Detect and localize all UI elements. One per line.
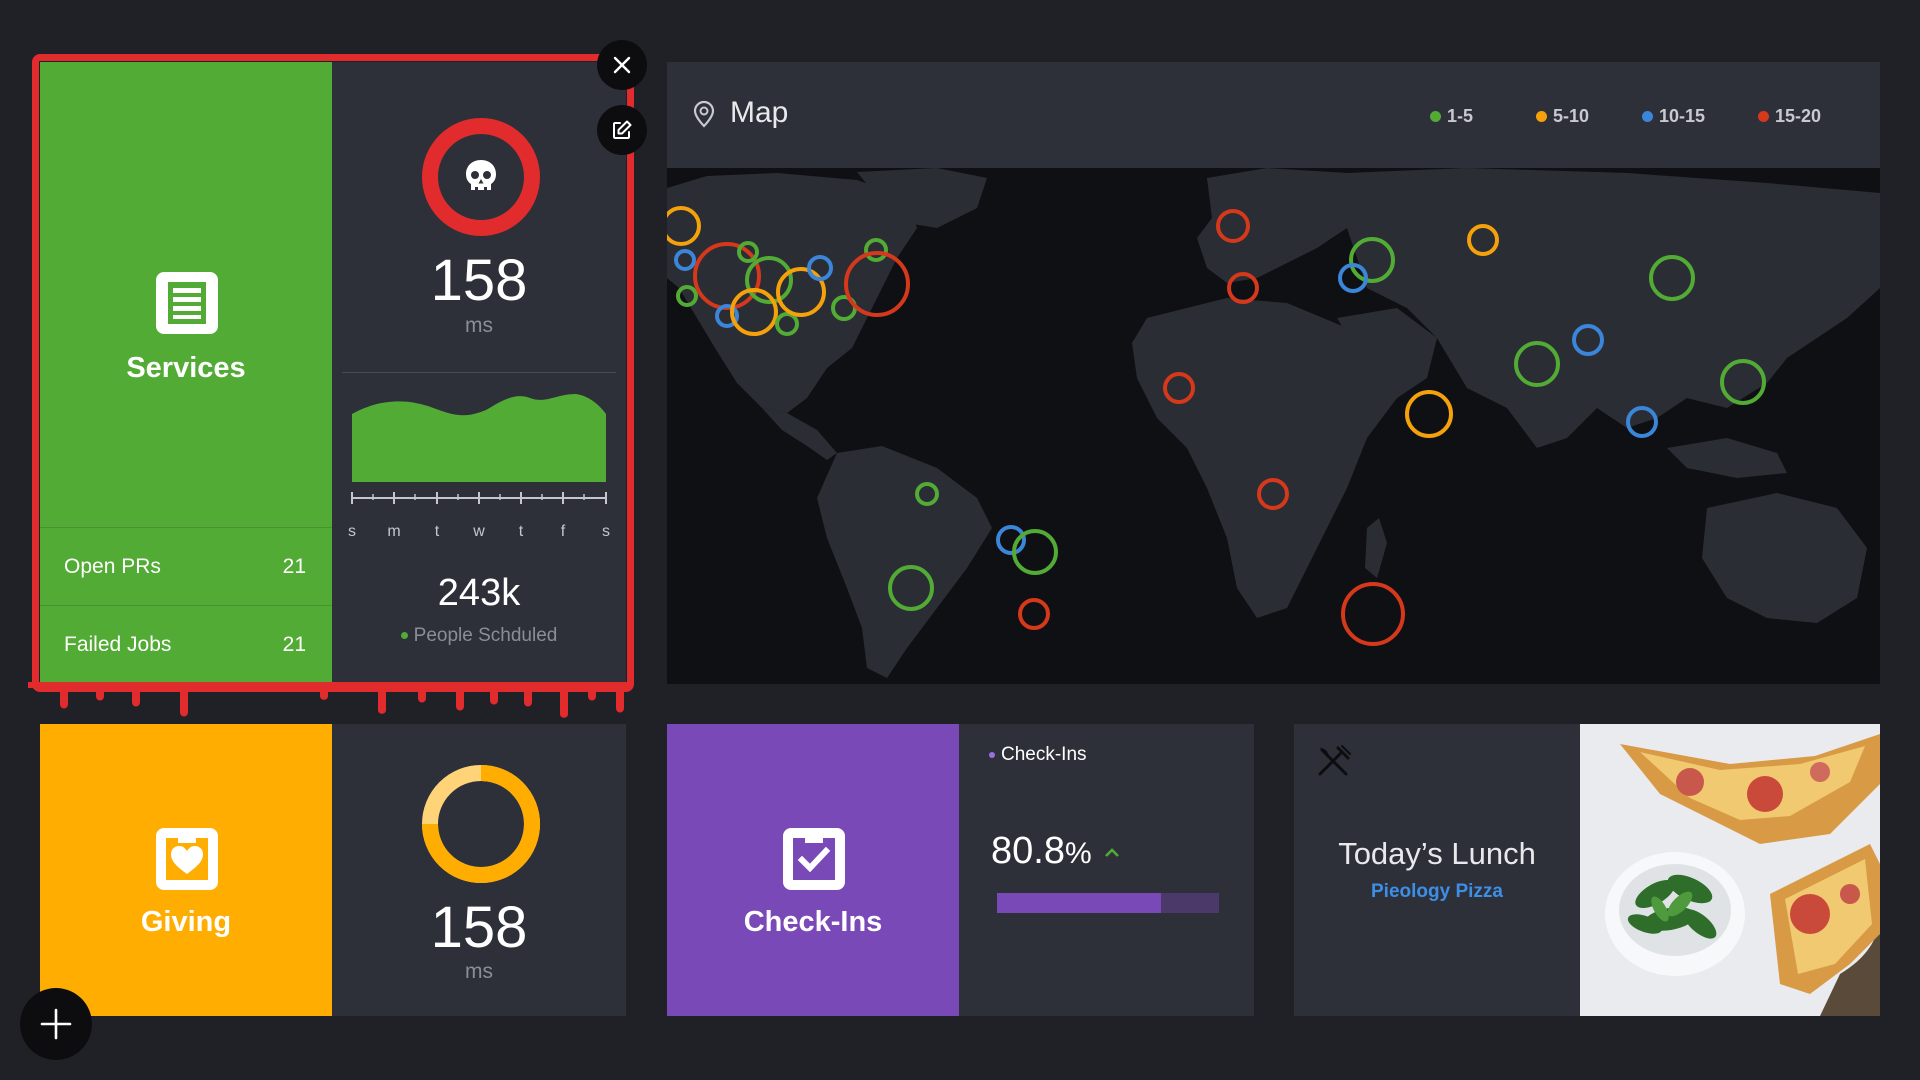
- weekday-label: s: [348, 523, 356, 540]
- alert-drips: [28, 682, 628, 718]
- people-scheduled-value: 243k: [437, 572, 521, 614]
- utensils-icon: [1318, 745, 1351, 776]
- open-prs-value: 21: [282, 554, 306, 578]
- giving-unit: ms: [465, 960, 493, 983]
- giving-title: Giving: [140, 906, 232, 938]
- legend-dot: [1758, 111, 1769, 122]
- open-prs-label: Open PRs: [64, 554, 161, 578]
- weekday-label: f: [560, 523, 566, 540]
- people-scheduled-label: People Schduled: [413, 625, 558, 646]
- plus-icon: [40, 1008, 72, 1040]
- legend-label: 15-20: [1775, 106, 1822, 126]
- weekday-label: w: [473, 523, 485, 540]
- heart-icon: [156, 828, 218, 890]
- giving-tile[interactable]: Giving: [40, 724, 332, 1016]
- divider: [342, 372, 616, 373]
- legend-dot: [1536, 111, 1547, 122]
- weekly-area-chart: [351, 394, 607, 504]
- map-widget[interactable]: Map 1-5 5-10 10-15 15-20: [667, 62, 1880, 684]
- failed-jobs-row[interactable]: Failed Jobs 21: [40, 605, 332, 683]
- document-icon: [156, 272, 218, 334]
- failed-jobs-value: 21: [282, 632, 306, 656]
- checkins-widget[interactable]: Check-Ins Check-Ins 80.8%: [667, 724, 1254, 1016]
- people-scheduled-legend: People Schduled: [332, 625, 626, 647]
- checkins-title: Check-Ins: [743, 906, 883, 938]
- giving-value: 158: [430, 895, 528, 960]
- legend-item-5-10[interactable]: 5-10: [1536, 106, 1589, 127]
- checkins-percent-value: 80.8: [991, 830, 1065, 872]
- weekday-label: s: [602, 523, 610, 540]
- pizza-photo: [1580, 724, 1880, 1016]
- legend-item-1-5[interactable]: 1-5: [1430, 106, 1473, 127]
- chevron-up-icon: [1105, 848, 1119, 857]
- add-widget-button[interactable]: [20, 988, 92, 1060]
- checkins-stats-panel: Check-Ins 80.8%: [959, 724, 1254, 1016]
- status-ring: [422, 118, 540, 236]
- legend-label: 5-10: [1553, 106, 1590, 126]
- legend-label: 10-15: [1659, 106, 1706, 126]
- map-pin-icon: [693, 100, 715, 128]
- services-widget[interactable]: Services Open PRs 21 Failed Jobs 21 158 …: [32, 54, 634, 692]
- checkins-label: Check-Ins: [1001, 744, 1087, 765]
- services-tile[interactable]: Services Open PRs 21 Failed Jobs 21: [40, 62, 332, 684]
- legend-item-10-15[interactable]: 10-15: [1642, 106, 1705, 127]
- checkins-progress-track: [997, 893, 1219, 913]
- giving-ring: [422, 765, 540, 883]
- lunch-title: Today’s Lunch: [1338, 836, 1536, 871]
- checkins-percent-sign: %: [1064, 837, 1092, 870]
- close-button[interactable]: [597, 40, 647, 90]
- map-title: Map: [730, 96, 789, 129]
- lunch-restaurant[interactable]: Pieology Pizza: [1371, 881, 1503, 902]
- lunch-widget[interactable]: Today’s Lunch Pieology Pizza: [1294, 724, 1880, 1016]
- services-title: Services: [126, 352, 246, 384]
- legend-dot: [1430, 111, 1441, 122]
- open-prs-row[interactable]: Open PRs 21: [40, 527, 332, 605]
- legend-label: 1-5: [1447, 106, 1474, 126]
- map-header: Map 1-5 5-10 10-15 15-20: [667, 62, 1880, 168]
- checkins-percent: 80.8%: [991, 830, 1092, 873]
- legend-item-15-20[interactable]: 15-20: [1758, 106, 1821, 127]
- legend-dot: [400, 632, 408, 640]
- response-time-value: 158: [430, 248, 528, 313]
- edit-button[interactable]: [597, 105, 647, 155]
- skull-icon: [466, 160, 496, 190]
- weekday-label: t: [518, 523, 524, 540]
- giving-widget[interactable]: Giving 158 ms: [40, 724, 626, 1016]
- checkbox-icon: [783, 828, 845, 890]
- weekday-label: m: [387, 523, 401, 540]
- edit-icon: [613, 120, 632, 139]
- giving-stats-panel: 158 ms: [332, 724, 626, 1016]
- legend-dot: [1642, 111, 1653, 122]
- legend-dot: [989, 751, 995, 758]
- world-map[interactable]: [667, 168, 1880, 684]
- weekday-label: t: [434, 523, 440, 540]
- response-time-unit: ms: [465, 314, 493, 337]
- checkins-tile[interactable]: Check-Ins: [667, 724, 959, 1016]
- checkins-legend: Check-Ins: [989, 744, 1087, 766]
- checkins-progress-fill: [997, 893, 1162, 913]
- close-icon: [613, 56, 631, 74]
- failed-jobs-label: Failed Jobs: [64, 632, 172, 656]
- services-stats-panel: 158 ms s m t w t f s 243k People: [332, 62, 626, 684]
